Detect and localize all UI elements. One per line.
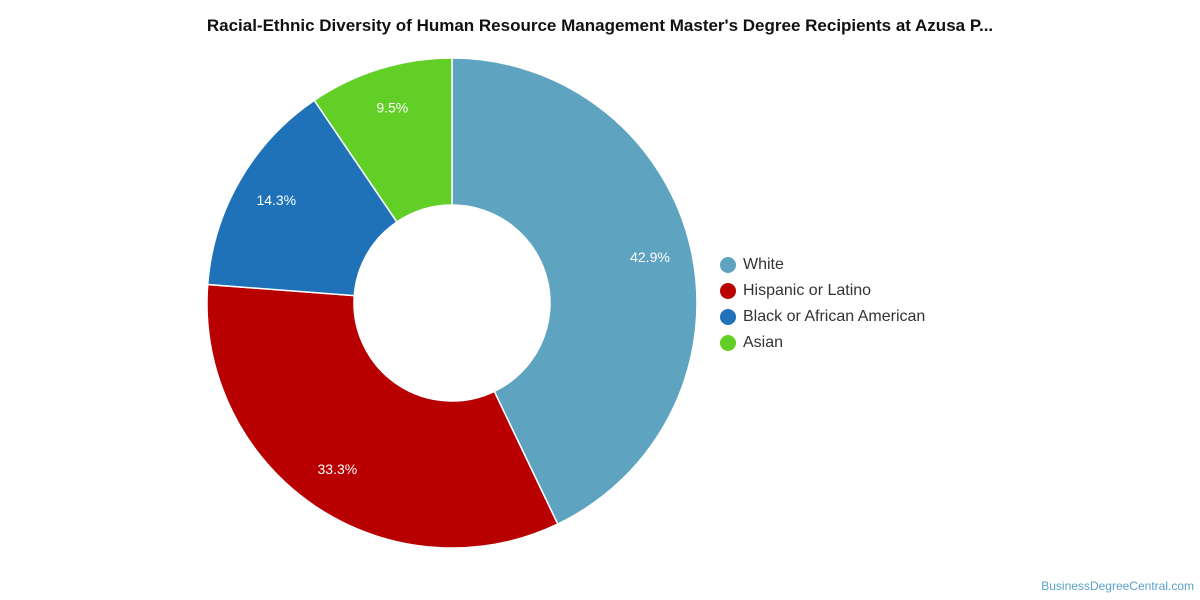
legend: White Hispanic or Latino Black or Africa… xyxy=(720,252,925,356)
slice-label-asian: 9.5% xyxy=(376,100,408,116)
slice-white[interactable] xyxy=(451,57,698,526)
legend-item-asian[interactable]: Asian xyxy=(720,330,925,356)
legend-swatch-hispanic-or-latino xyxy=(720,283,736,299)
legend-swatch-asian xyxy=(720,335,736,351)
legend-swatch-white xyxy=(720,257,736,273)
slice-asian[interactable] xyxy=(313,57,453,223)
source-credit[interactable]: BusinessDegreeCentral.com xyxy=(1041,579,1194,593)
legend-label-white: White xyxy=(743,256,784,273)
chart-title: Racial-Ethnic Diversity of Human Resourc… xyxy=(206,16,994,35)
slice-black-or-african-american[interactable] xyxy=(206,99,398,297)
legend-label-hispanic-or-latino: Hispanic or Latino xyxy=(743,282,872,299)
legend-item-black-or-african-american[interactable]: Black or African American xyxy=(720,304,925,330)
slice-hispanic-or-latino[interactable] xyxy=(206,283,559,549)
legend-label-asian: Asian xyxy=(743,334,784,351)
donut-slices xyxy=(206,57,698,549)
legend-item-white[interactable]: White xyxy=(720,252,925,278)
slice-label-white: 42.9% xyxy=(630,249,670,265)
legend-item-hispanic-or-latino[interactable]: Hispanic or Latino xyxy=(720,278,925,304)
legend-label-black-or-african-american: Black or African American xyxy=(743,308,926,325)
legend-swatch-black-or-african-american xyxy=(720,309,736,325)
slice-label-hispanic-or-latino: 33.3% xyxy=(318,461,358,477)
slice-label-black-or-african-american: 14.3% xyxy=(256,192,296,208)
donut-slice-labels: 42.9% 33.3% 14.3% 9.5% xyxy=(256,100,669,478)
